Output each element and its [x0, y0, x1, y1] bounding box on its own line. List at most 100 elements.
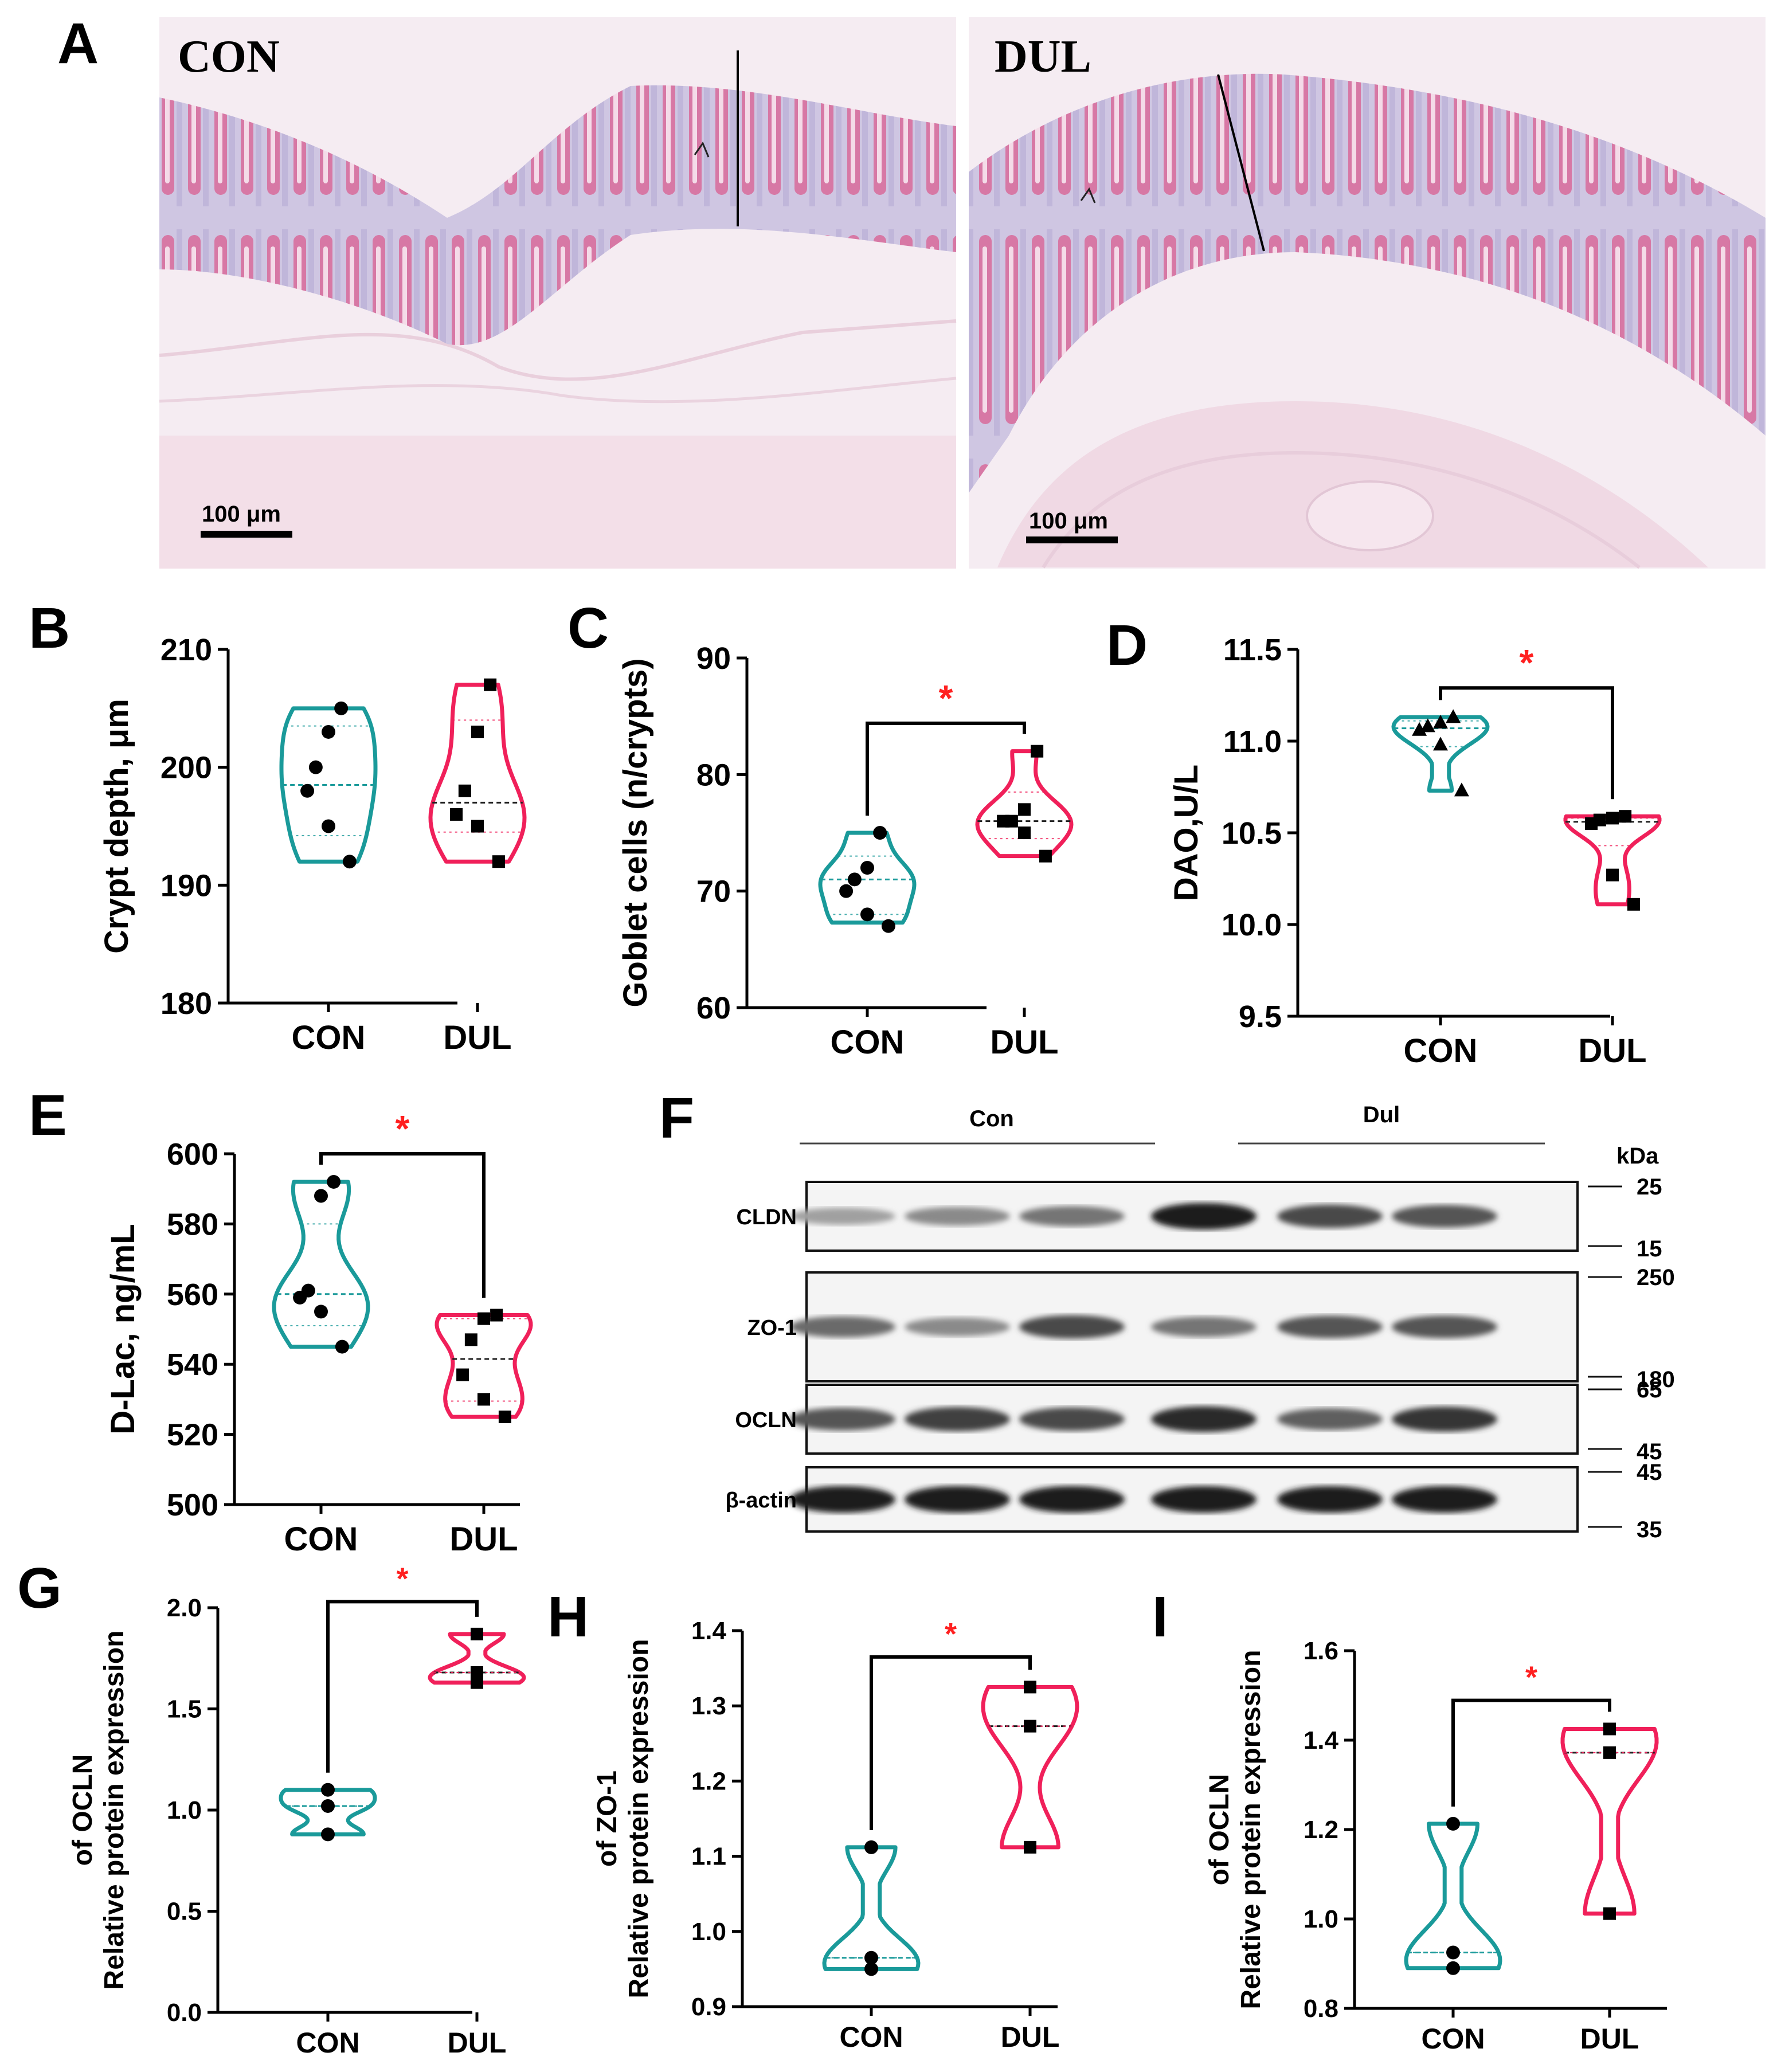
wb-marker-label: 65	[1637, 1377, 1662, 1403]
data-point	[1627, 898, 1640, 911]
data-point	[1031, 745, 1044, 758]
wb-band	[1151, 1317, 1257, 1337]
data-point	[1446, 1945, 1460, 1960]
data-point	[321, 1799, 335, 1813]
y-tick-label: 1.0	[691, 1918, 726, 1946]
wb-band	[1392, 1407, 1497, 1432]
violin-dul	[975, 745, 1074, 863]
wb-band	[1151, 1406, 1257, 1432]
significance-star: *	[939, 677, 953, 719]
y-tick-label: 70	[696, 875, 731, 909]
y-axis-label: Relative protein expression	[99, 1631, 130, 1990]
wb-group-dul: Dul	[1363, 1102, 1400, 1127]
chart-i: I 0.8 1.0 1.2 1.4 1.6 Relative protein express…	[1152, 1585, 1667, 2055]
data-point	[300, 784, 315, 798]
data-point	[1420, 718, 1435, 733]
violin-dul	[428, 678, 527, 868]
data-point	[1446, 709, 1461, 723]
y-axis-label: DAO,U/L	[1168, 765, 1205, 901]
y-tick-label: 580	[167, 1207, 218, 1241]
violin-dul	[428, 1627, 526, 1689]
data-point	[1454, 782, 1469, 797]
y-axis-label: Relative protein expression	[624, 1639, 654, 1999]
wb-label: CLDN	[736, 1205, 797, 1229]
y-tick-label: 1.0	[1304, 1905, 1338, 1933]
data-point	[1024, 1681, 1036, 1694]
x-tick-label: CON	[292, 1019, 366, 1056]
violin-outline	[279, 1788, 377, 1836]
significance-bracket	[870, 1655, 1032, 1830]
wb-band	[905, 1317, 1010, 1337]
violin-outline	[1563, 814, 1662, 907]
data-point	[477, 1312, 490, 1325]
data-point	[471, 1666, 483, 1679]
y-tick-label: 1.4	[1304, 1726, 1339, 1754]
wb-label: OCLN	[735, 1408, 797, 1432]
violin-con	[818, 826, 917, 933]
histology-image-dul: DUL 100 μm	[969, 17, 1766, 569]
data-point	[477, 1393, 490, 1406]
violin-outline	[1404, 1822, 1502, 1971]
wb-band	[905, 1207, 1010, 1226]
wb-row--actin: β-actin 45 35	[725, 1460, 1662, 1542]
data-point	[450, 808, 463, 821]
y-axis-label: of OCLN	[1204, 1774, 1235, 1886]
x-tick-label: DUL	[449, 1521, 518, 1558]
chart-c: C 60 70 80 90 Goblet cells (n/crypts) CON DUL *	[567, 596, 1074, 1061]
panel-letter-e: E	[29, 1083, 67, 1147]
data-point	[321, 1783, 335, 1797]
significance-bracket	[1451, 1698, 1611, 1807]
data-point	[293, 1290, 307, 1305]
y-tick-label: 10.5	[1222, 816, 1282, 851]
x-tick-label: DUL	[1001, 2021, 1060, 2053]
western-blot: F Con Dul kDa CLDN 25 15 ZO-1 250 180 OCLN 65 45…	[659, 1086, 1675, 1542]
chart-b: B 180 190 200 210 Crypt depth, μm CON DUL	[29, 596, 527, 1056]
y-tick-label: 10.0	[1222, 908, 1282, 942]
violin-outline	[279, 706, 378, 864]
violin-con	[279, 701, 378, 869]
scale-bar-dul	[1026, 536, 1118, 543]
data-point	[860, 907, 874, 922]
y-tick-label: 200	[161, 751, 212, 785]
wb-band	[1019, 1315, 1125, 1339]
data-point	[1446, 1816, 1460, 1831]
y-tick-label: 1.5	[167, 1695, 202, 1724]
wb-band	[1392, 1205, 1497, 1228]
y-tick-label: 11.5	[1223, 633, 1282, 667]
x-tick-label: DUL	[443, 1019, 511, 1056]
data-point	[839, 884, 854, 898]
data-point	[1585, 817, 1598, 830]
data-point	[458, 784, 471, 797]
wb-marker-label: 15	[1637, 1236, 1662, 1262]
panel-letter-c: C	[567, 596, 609, 660]
wb-marker-label: 45	[1637, 1439, 1662, 1464]
wb-band	[790, 1408, 895, 1431]
data-point	[308, 760, 323, 774]
panel-letter-h: H	[547, 1585, 589, 1649]
chart-g: G 0.0 0.5 1.0 1.5 2.0 Relative protein express…	[17, 1556, 526, 2059]
violin-outline	[1391, 715, 1490, 793]
violin-con	[279, 1783, 377, 1842]
x-tick-label: CON	[831, 1024, 905, 1061]
y-tick-label: 11.0	[1223, 724, 1282, 759]
y-tick-label: 2.0	[167, 1594, 202, 1622]
wb-band	[790, 1208, 895, 1225]
histology-image-con: CON 100 μm	[159, 17, 957, 569]
significance-star: *	[945, 1617, 957, 1651]
y-tick-label: 1.4	[691, 1617, 727, 1645]
data-point	[334, 701, 349, 715]
data-point	[322, 819, 335, 833]
panel-letter-i: I	[1152, 1585, 1168, 1649]
y-axis-label: Relative protein expression	[1236, 1650, 1266, 2010]
data-point	[456, 1368, 469, 1381]
data-point	[1024, 1720, 1036, 1733]
x-tick-label: DUL	[990, 1024, 1058, 1061]
image-label-dul: DUL	[995, 32, 1091, 82]
data-point	[314, 1305, 328, 1319]
violin-con	[272, 1174, 370, 1354]
violin-dul	[981, 1681, 1079, 1854]
data-point	[1619, 810, 1632, 823]
y-tick-label: 0.8	[1304, 1995, 1338, 2023]
data-point	[471, 1627, 483, 1640]
wb-band	[1019, 1407, 1125, 1431]
